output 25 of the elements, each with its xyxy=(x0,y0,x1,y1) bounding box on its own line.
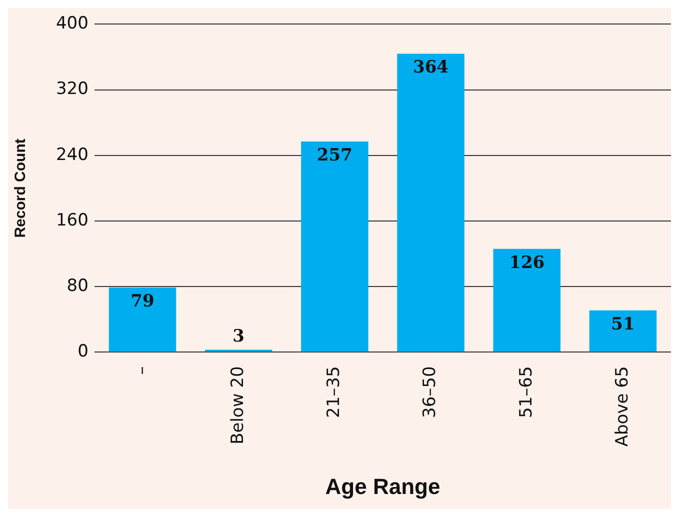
data-label: 126 xyxy=(509,252,545,273)
bar xyxy=(301,141,368,352)
data-label: 79 xyxy=(130,291,154,312)
x-tick-label: Below 20 xyxy=(228,366,248,444)
bar xyxy=(589,310,657,352)
data-label: 51 xyxy=(611,314,635,334)
bar xyxy=(397,54,464,352)
x-tick-label: – xyxy=(132,366,152,375)
bar xyxy=(493,248,560,352)
x-tick-label: 51–65 xyxy=(516,366,536,418)
y-tick-label: 80 xyxy=(66,276,88,296)
data-label: 364 xyxy=(413,58,449,78)
y-tick-label: 240 xyxy=(56,144,88,165)
data-label: 3 xyxy=(232,326,245,347)
x-tick-label: 21–35 xyxy=(324,366,344,418)
y-tick-label: 400 xyxy=(56,14,88,34)
x-axis-title: Age Range xyxy=(325,474,440,499)
y-axis-title: Record Count xyxy=(12,138,30,238)
data-label: 257 xyxy=(316,145,352,166)
x-tick-label: Above 65 xyxy=(612,366,632,447)
x-tick-label: 36–50 xyxy=(420,366,440,418)
y-tick-label: 320 xyxy=(56,79,88,100)
y-tick-label: 0 xyxy=(78,342,88,362)
bar xyxy=(108,287,176,352)
y-tick-label: 160 xyxy=(56,210,88,230)
